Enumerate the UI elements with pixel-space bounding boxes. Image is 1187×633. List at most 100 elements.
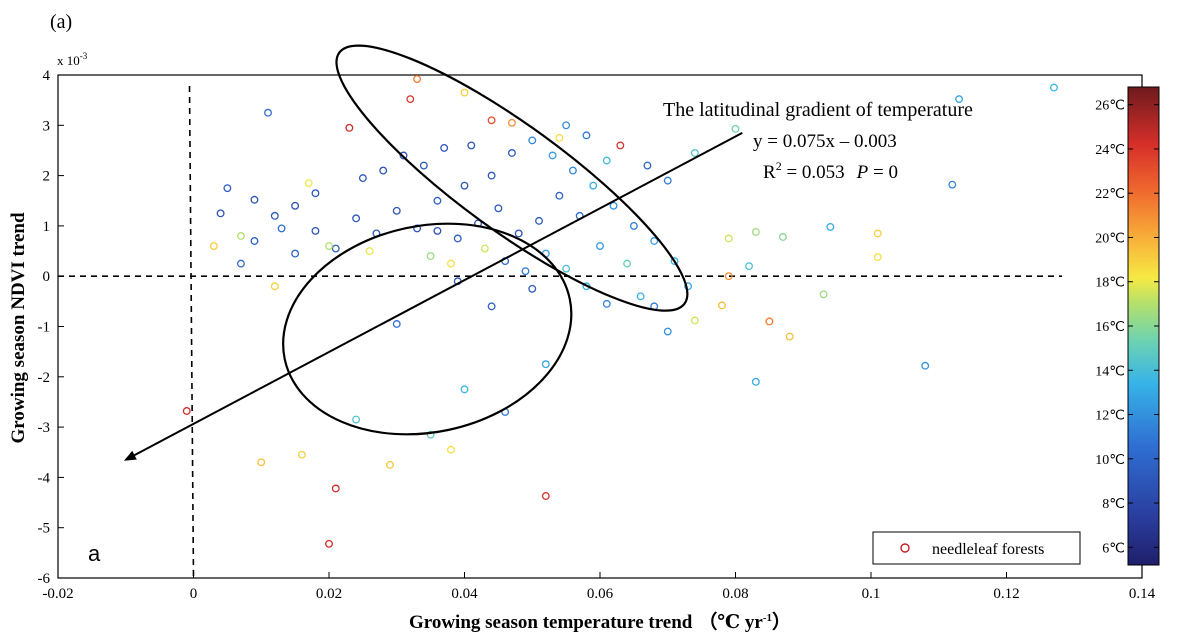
x-axis-ticks: -0.02 0 0.02 0.04 0.06 0.08 0.1 0.12 0.14 [42,572,1156,602]
scatter-point [433,196,442,205]
plot-frame [57,74,1143,579]
scatter-point [948,180,957,189]
x-tick-label: 0.06 [587,586,614,602]
scatter-point [507,149,516,157]
scatter-point [528,136,537,145]
ellipses [282,44,689,436]
scatter-point [277,224,286,233]
scatter-point [216,209,225,218]
scatter-point [602,299,611,308]
scatter-point [609,201,618,210]
scatter-point [663,327,672,336]
y-tick-label: -1 [38,320,51,336]
scatter-point [582,131,591,140]
colorbar-tick-label: 22℃ [1095,187,1125,202]
scatter-point [826,222,835,231]
y-tick-label: 4 [43,68,51,84]
scatter-point [345,123,354,132]
scatter-point [453,234,462,243]
scatter-point [447,445,455,454]
colorbar-tick-label: 10℃ [1095,453,1125,468]
scatter-point [650,237,659,245]
scatter-point [406,95,415,104]
x-tick-label: 0.04 [451,586,478,602]
scatter-point [548,151,557,160]
scatter-point [257,458,266,467]
scatter-point [223,184,232,193]
scatter-point [623,259,632,268]
scatter-point [291,201,300,210]
scatter-point [541,492,550,500]
scatter-point [955,95,964,104]
scatter-point [264,108,272,117]
colorbar-ticks: 26℃ 24℃ 22℃ 20℃ 18℃ 16℃ 14℃ 12℃ 10℃ 8℃ 6℃ [1095,99,1159,556]
scatter-point [1049,83,1058,92]
x-tick-label: 0.14 [1129,586,1156,602]
y-axis-ticks: 4 3 2 1 0 -1 -2 -3 -4 -5 -6 [38,68,64,587]
y-axis-label: Growing season NDVI trend [8,212,29,443]
x-tick-label: 0.1 [862,586,881,602]
gradient-arrow [123,131,743,461]
scatter-point [616,141,625,150]
zero-x-line [188,85,195,579]
scatter-point [236,232,245,240]
scatter-point [236,259,245,268]
scatter-point [535,216,543,225]
scatter-point [487,302,496,311]
scatter-point [724,272,733,281]
scatter-point [447,259,455,268]
scatter-point [528,284,537,293]
scatter-point [352,415,361,424]
scatter-point [751,227,760,236]
colorbar-tick-label: 6℃ [1102,541,1125,556]
scatter-point [494,204,503,213]
colorbar-tick-label: 12℃ [1095,409,1125,424]
scatter-point [745,262,753,271]
scatter-point [562,121,571,130]
x-tick-label: 0.02 [316,586,342,602]
colorbar-tick-label: 26℃ [1095,99,1125,114]
scatter-point [365,247,374,255]
cluster-ellipse [335,44,689,312]
colorbar-gradient [1127,86,1160,566]
scatter-point [250,237,259,245]
y-tick-label: -3 [38,420,51,436]
colorbar-tick-label: 8℃ [1102,497,1125,512]
scatter-points [182,75,1058,548]
scatter-point [297,450,306,459]
scatter-point [182,407,191,415]
scatter-point [487,171,496,180]
regression-equation: y = 0.075x – 0.003 [753,131,897,152]
scatter-point [514,229,523,238]
scatter-point [270,211,279,220]
corner-label: a [88,541,101,566]
x-axis-label: Growing season temperature trend （℃ yr-1） [409,610,791,633]
scatter-point [690,316,699,325]
scatter-point [433,226,442,235]
scatter-point [521,267,530,276]
scatter-point [379,166,388,175]
colorbar-tick-label: 24℃ [1095,143,1125,158]
scatter-point [460,88,469,97]
scatter-point [562,264,571,273]
scatter-point [602,156,611,165]
scatter-point [358,174,367,183]
scatter-point [507,118,516,127]
scatter-point [480,244,489,253]
scatter-point [819,290,828,299]
colorbar-tick-label: 16℃ [1095,320,1125,335]
y-tick-label: -2 [38,370,51,386]
scatter-point [209,242,218,250]
scatter-point [670,257,679,266]
scatter-point [325,539,333,548]
x-tick-label: 0.12 [993,586,1019,602]
panel-label: (a) [50,11,72,33]
scatter-point [541,360,550,369]
scatter-point [555,133,564,142]
scatter-point [419,161,428,170]
scatter-point [629,221,638,230]
legend: needleleaf forests [872,531,1081,565]
scatter-point [440,143,449,152]
scatter-point [643,161,652,170]
colorbar: 26℃ 24℃ 22℃ 20℃ 18℃ 16℃ 14℃ 12℃ 10℃ 8℃ 6℃ [1095,86,1160,566]
